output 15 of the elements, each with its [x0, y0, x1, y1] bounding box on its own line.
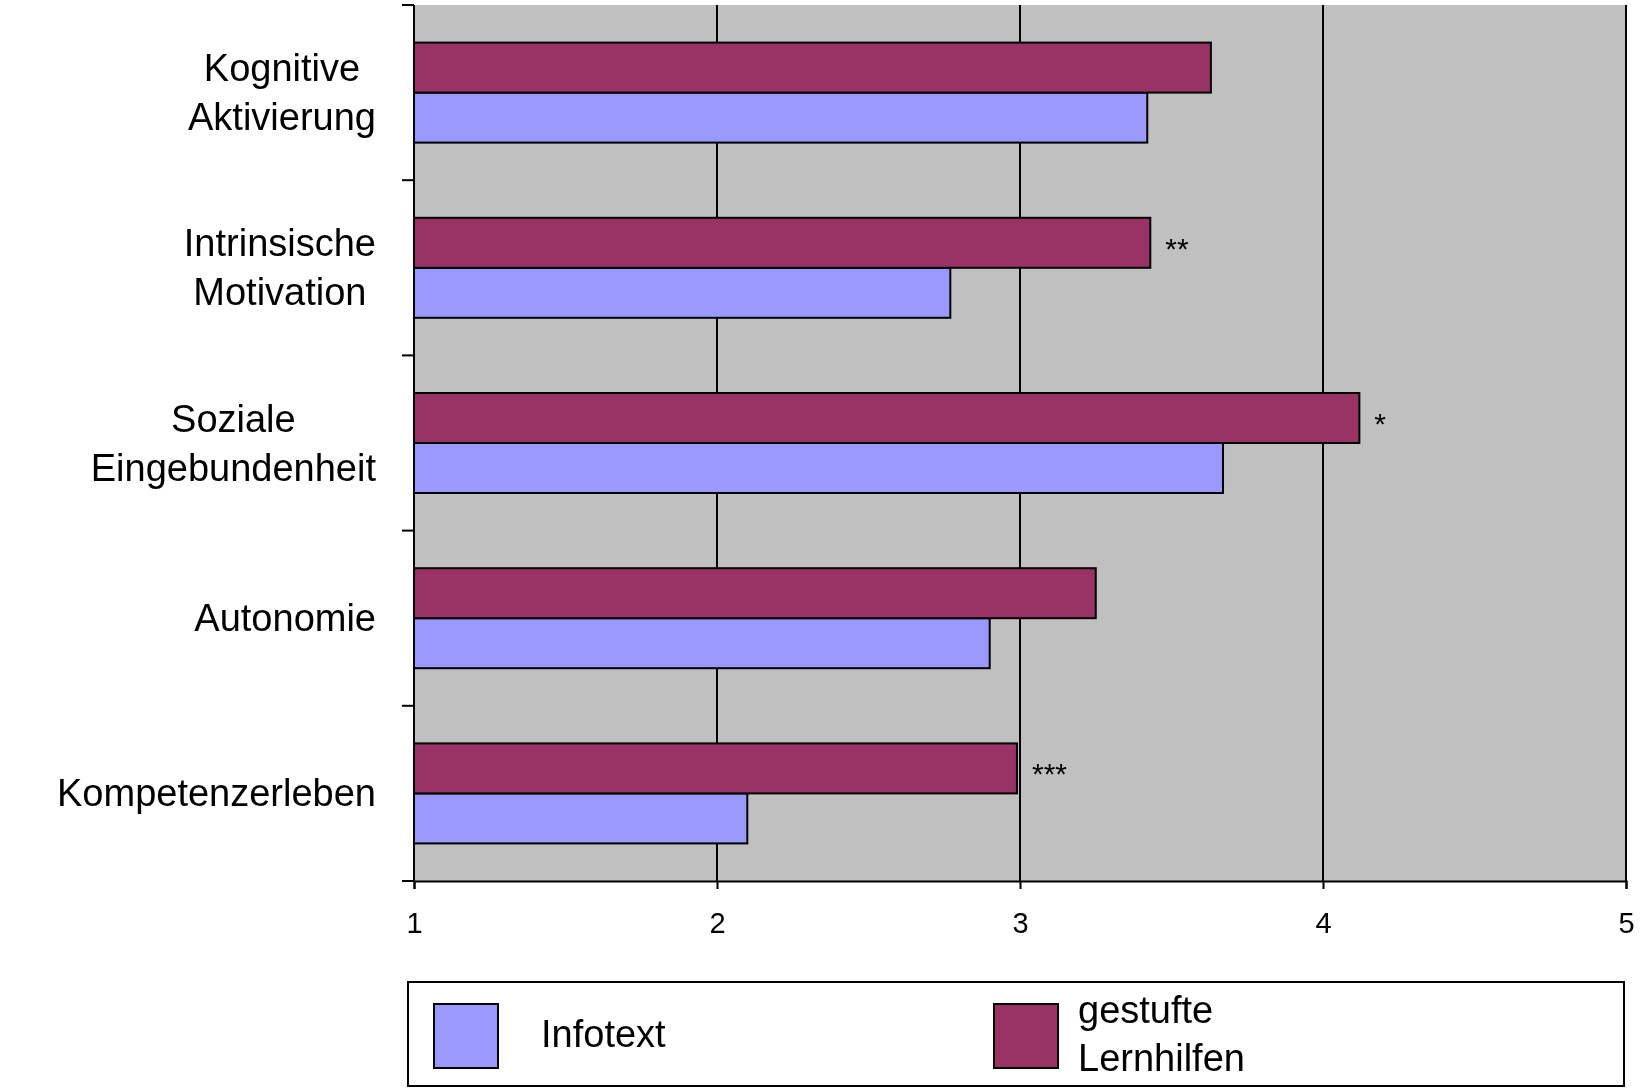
- annotation: ***: [1031, 757, 1068, 791]
- x-tick-label: 4: [1315, 906, 1332, 939]
- y-tick-label: Kompetenzerleben: [57, 772, 376, 815]
- annotation: *: [1374, 407, 1387, 440]
- y-tick-label: Autonomie: [194, 597, 376, 640]
- y-tick-label: Intrinsische Motivation: [183, 222, 376, 314]
- annotation: **: [1165, 231, 1189, 265]
- x-tick-label: 3: [1012, 906, 1029, 939]
- y-tick-label: Kognitive Aktivierung: [188, 47, 376, 139]
- legend-label: gestufte Lernhilfen: [1078, 989, 1245, 1079]
- x-tick-label: 5: [1618, 906, 1635, 939]
- x-tick-label: 2: [709, 906, 726, 939]
- legend-label: Infotext: [541, 1013, 667, 1055]
- y-tick-label: Soziale Eingebundenheit: [90, 397, 377, 489]
- x-tick-label: 1: [406, 906, 423, 939]
